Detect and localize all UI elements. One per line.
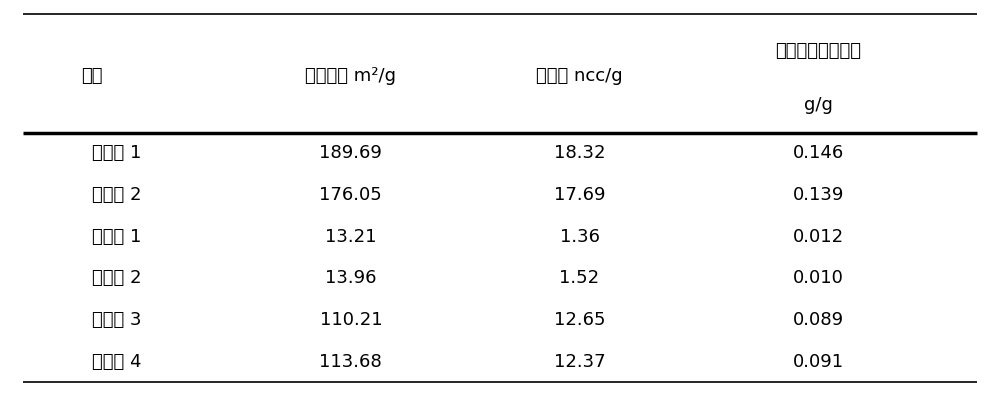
Text: 189.69: 189.69 — [319, 144, 382, 162]
Text: g/g: g/g — [804, 96, 833, 114]
Text: 113.68: 113.68 — [319, 353, 382, 371]
Text: 0.139: 0.139 — [793, 186, 844, 204]
Text: 孔容积 ncc/g: 孔容积 ncc/g — [536, 67, 623, 85]
Text: 比表面积 m²/g: 比表面积 m²/g — [305, 67, 396, 85]
Text: 实施例 2: 实施例 2 — [92, 186, 142, 204]
Text: 18.32: 18.32 — [554, 144, 605, 162]
Text: 0.146: 0.146 — [793, 144, 844, 162]
Text: 0.012: 0.012 — [793, 228, 844, 246]
Text: 12.37: 12.37 — [554, 353, 605, 371]
Text: 176.05: 176.05 — [319, 186, 382, 204]
Text: 1.36: 1.36 — [560, 228, 600, 246]
Text: 0.089: 0.089 — [793, 311, 844, 329]
Text: 13.21: 13.21 — [325, 228, 377, 246]
Text: 二氧化碳吸附能力: 二氧化碳吸附能力 — [775, 42, 861, 60]
Text: 110.21: 110.21 — [320, 311, 382, 329]
Text: 对比例 4: 对比例 4 — [92, 353, 142, 371]
Text: 对比例 2: 对比例 2 — [92, 269, 142, 287]
Text: 12.65: 12.65 — [554, 311, 605, 329]
Text: 17.69: 17.69 — [554, 186, 605, 204]
Text: 0.091: 0.091 — [793, 353, 844, 371]
Text: 样品: 样品 — [82, 67, 103, 85]
Text: 对比例 3: 对比例 3 — [92, 311, 142, 329]
Text: 13.96: 13.96 — [325, 269, 377, 287]
Text: 实施例 1: 实施例 1 — [92, 144, 142, 162]
Text: 对比例 1: 对比例 1 — [92, 228, 142, 246]
Text: 0.010: 0.010 — [793, 269, 844, 287]
Text: 1.52: 1.52 — [559, 269, 600, 287]
